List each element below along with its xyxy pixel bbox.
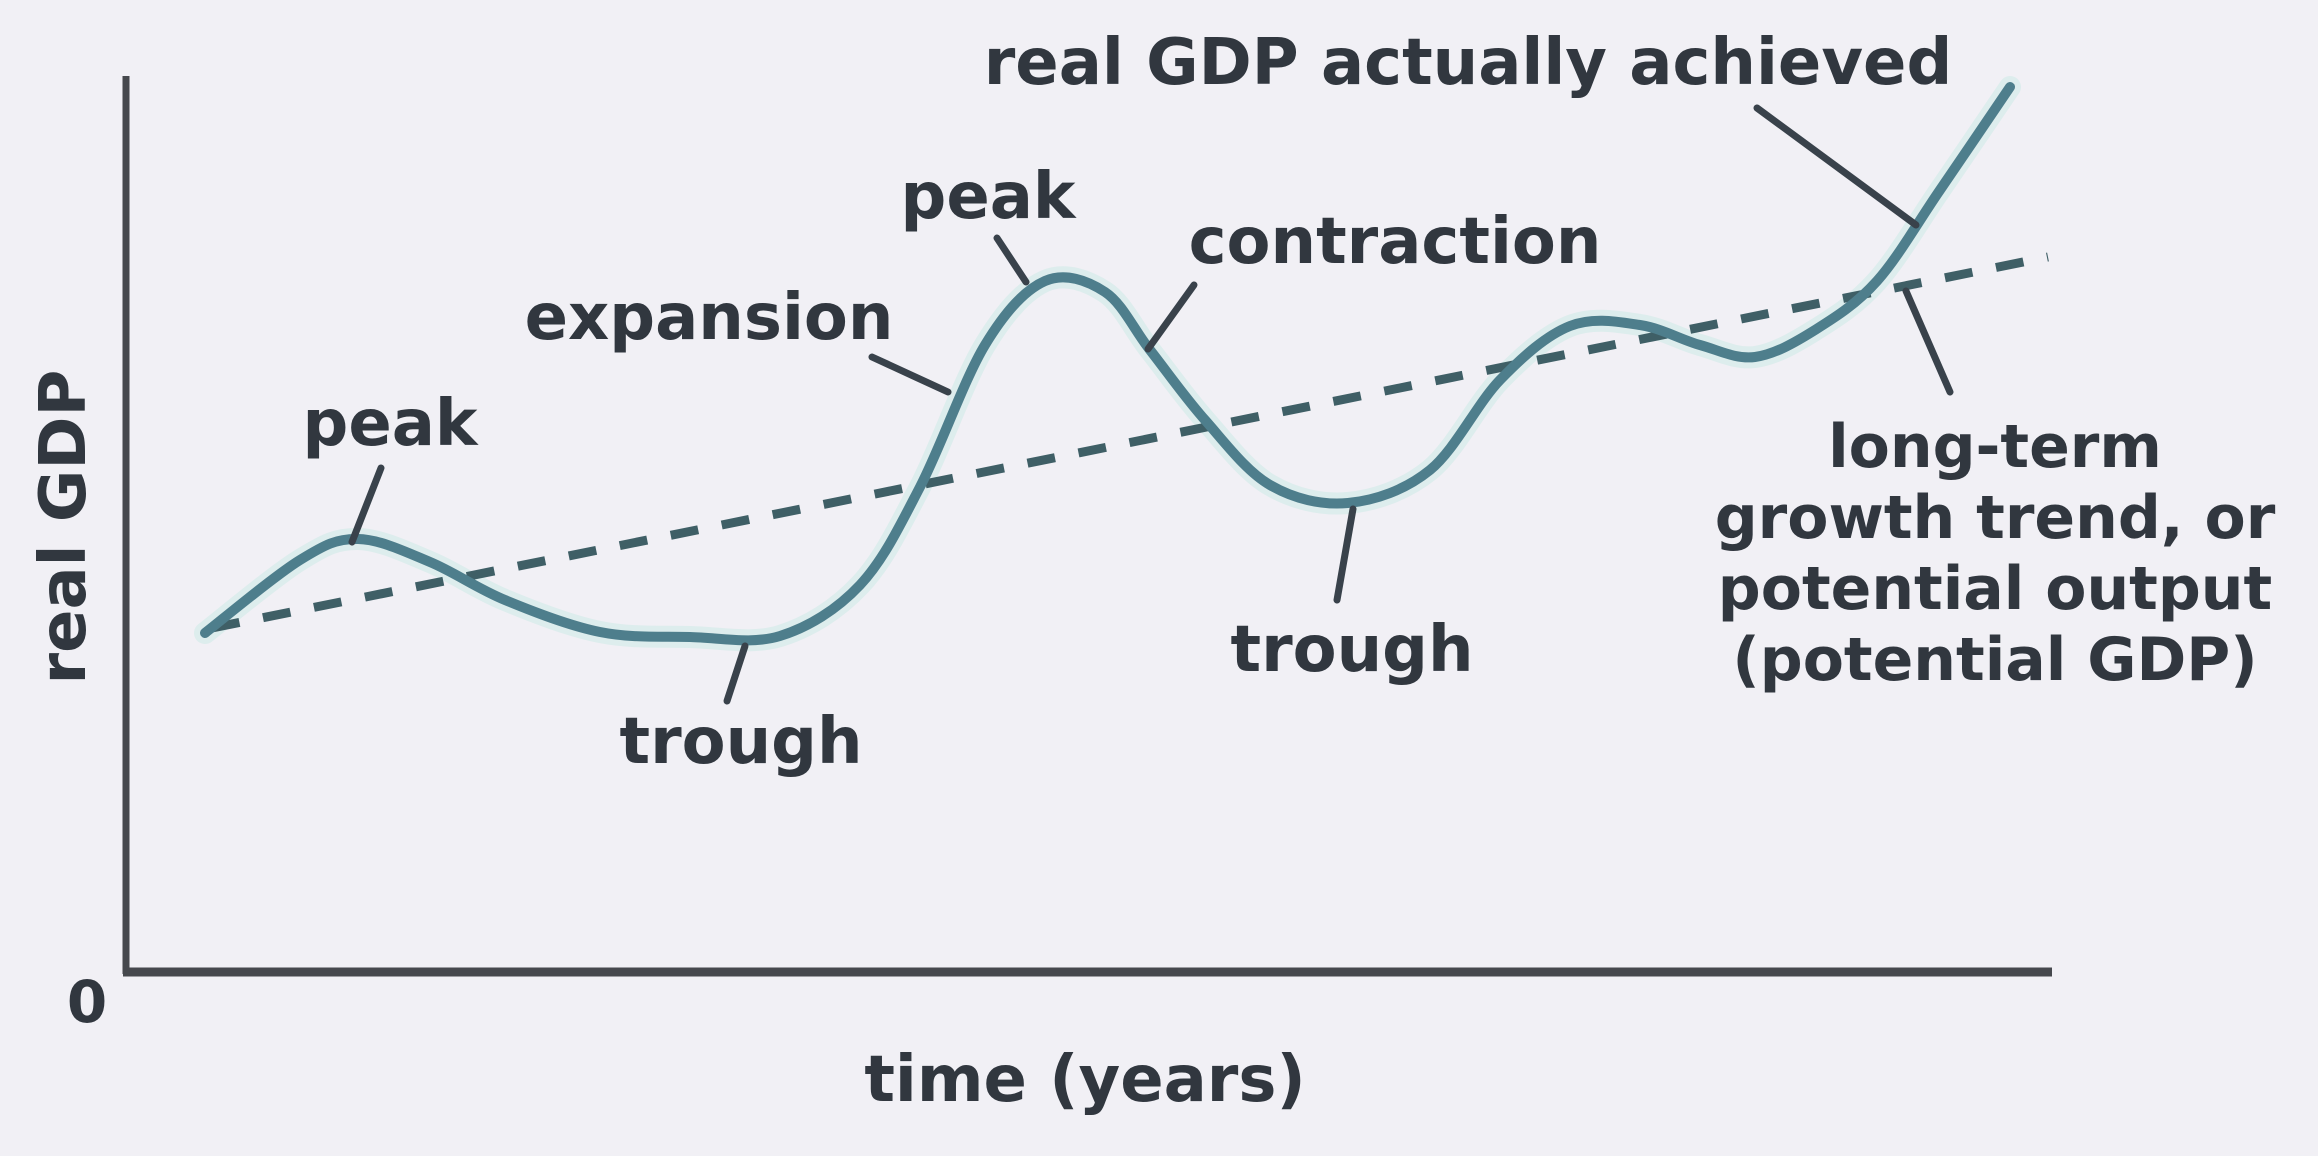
leader-trend: [1902, 287, 1954, 396]
y-axis-label: real GDP: [27, 370, 101, 685]
label-peak-mid: peak: [901, 160, 1077, 234]
trend-block-line1: long-term: [1828, 412, 2162, 482]
leader-lines: [348, 104, 1954, 705]
leader-peak-mid: [993, 234, 1030, 286]
leader-contraction: [1144, 281, 1198, 353]
leader-achieved: [1753, 104, 1920, 229]
origin-label: 0: [67, 968, 107, 1036]
trend-block-line4: (potential GDP): [1732, 625, 2257, 695]
title-real-gdp-achieved: real GDP actually achieved: [984, 26, 1953, 100]
leader-expansion: [868, 353, 952, 396]
trend-block-line3: potential output: [1718, 554, 2272, 624]
label-trough-left: trough: [619, 705, 862, 779]
leader-trough-left: [723, 642, 749, 705]
label-contraction: contraction: [1189, 205, 1602, 279]
label-peak-left: peak: [303, 387, 479, 461]
axes: [122, 76, 2052, 977]
trend-line: [211, 252, 2049, 633]
label-expansion: expansion: [525, 281, 894, 355]
label-trough-right: trough: [1230, 613, 1473, 687]
trend-block-line2: growth trend, or: [1715, 483, 2276, 553]
x-axis-label: time (years): [864, 1043, 1305, 1117]
leader-trough-right: [1333, 505, 1357, 604]
leader-peak-left: [348, 464, 385, 546]
label-trend-block: long-term growth trend, or potential out…: [1715, 412, 2276, 695]
